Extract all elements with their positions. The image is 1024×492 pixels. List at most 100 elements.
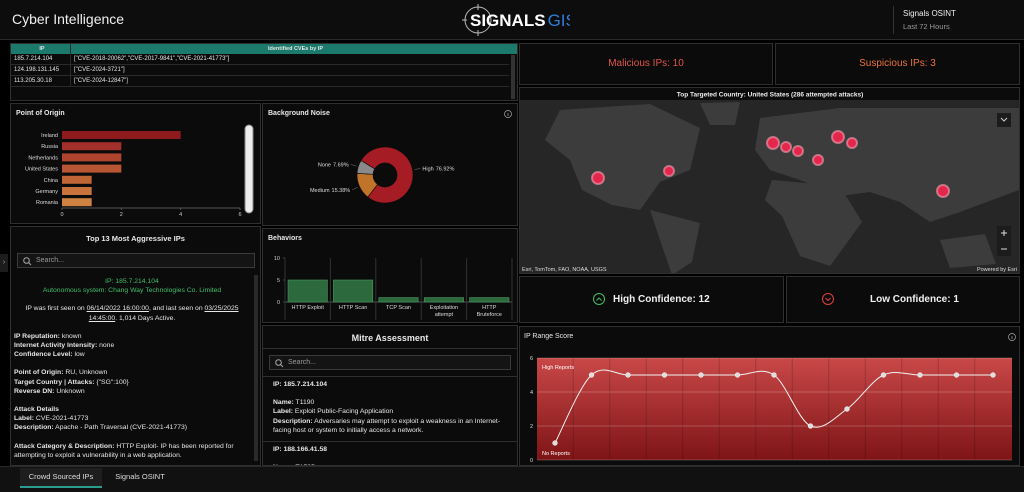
field-value: none xyxy=(99,342,115,350)
asn: Autonomous system: Chang Way Technologie… xyxy=(42,287,222,295)
logo: SIGNALSGIS xyxy=(462,4,570,36)
field-label: Reverse DN: xyxy=(14,387,55,395)
stat: Low Confidence: 1 xyxy=(870,294,959,305)
field-label: Confidence Level: xyxy=(14,351,73,359)
field-label: Description: xyxy=(14,424,54,432)
field-label: Target Country | Attacks: xyxy=(14,378,95,386)
tab[interactable]: Crowd Sourced IPs xyxy=(20,468,102,488)
field-value: HTTP Exploit- IP has been reported for a… xyxy=(14,442,234,459)
field: Name: T1595 xyxy=(273,463,507,465)
seen-part: , and last seen on xyxy=(148,305,205,313)
table-row: 124.198.131.145 ["CVE-2024-3721"] xyxy=(11,65,509,76)
suspicious-card: Suspicious IPs: 3 xyxy=(775,43,1020,85)
seen-part: 03/25/2025 14:45:00 xyxy=(88,305,239,322)
divider xyxy=(263,348,517,349)
ip: IP: 185.7.214.104 xyxy=(105,278,159,285)
field-label: Name: xyxy=(273,399,294,407)
mitre-panel: Mitre Assessment Search... xyxy=(262,325,518,466)
low-confidence-card: Low Confidence: 1 xyxy=(786,276,1020,323)
logo-word: SIGNALS xyxy=(470,11,546,30)
attack-details: Attack Details Label: CVE-2021-41773 Descr… xyxy=(14,405,250,433)
table-cell: ["CVE-2024-3721"] xyxy=(74,67,125,73)
scrollbar xyxy=(511,55,515,99)
category-label: HTTP Scan xyxy=(338,305,368,311)
field: Confidence Level: low xyxy=(14,350,250,359)
mitre-ip: IP: 188.166.41.58 xyxy=(273,446,328,454)
field: Internet Activity Intensity: none xyxy=(14,341,250,350)
table-cell: ["CVE-2024-12847"] xyxy=(74,78,128,84)
tab[interactable]: Signals OSINT xyxy=(115,472,165,481)
placeholder: Search... xyxy=(36,257,65,264)
tab-bar xyxy=(0,466,1024,492)
noise-panel: Background Noise xyxy=(262,103,518,226)
table-row: 185.7.214.104 ["CVE-2018-20062","CVE-2017… xyxy=(11,54,509,65)
category-label: TCP Scan xyxy=(386,305,411,311)
field: Attack Category & Description: HTTP Expl… xyxy=(14,442,250,460)
field-value: Adversaries may attempt to exploit a wea… xyxy=(273,417,501,434)
field: Target Country | Attacks: {"SG":100} xyxy=(14,378,250,387)
search-input[interactable]: Search... xyxy=(269,355,511,370)
stat: Suspicious IPs: 3 xyxy=(859,58,936,69)
attack-category: Attack Category & Description: HTTP Expl… xyxy=(14,442,250,460)
field-value: {"SG":100} xyxy=(96,378,129,386)
panel-title: Point of Origin xyxy=(16,110,65,117)
field-label: Label: xyxy=(14,415,35,423)
field-value: Unknown xyxy=(56,387,85,395)
field-label: Attack Category & Description: xyxy=(14,442,115,450)
panel-title: IP Range Score xyxy=(524,333,574,340)
behaviors-panel: Behaviors xyxy=(262,228,518,323)
ip-details: IP: 185.7.214.104 Autonomous system: Chan… xyxy=(14,277,250,464)
table-row: 113.205.30.18 ["CVE-2024-12847"] xyxy=(11,76,509,87)
mitre-entry: IP: 185.7.214.104 Name: T1190 Label: Explo… xyxy=(263,376,517,441)
column-header: Identified CVEs by IP xyxy=(267,46,323,52)
mitre-list: IP: 185.7.214.104 Name: T1190 Label: Explo… xyxy=(263,376,517,465)
field-value: T1595 xyxy=(296,464,315,465)
logo-text: SIGNALSGIS xyxy=(470,11,570,30)
field-value: known xyxy=(61,332,82,340)
field-group: Point of Origin: RU, Unknown Target Count… xyxy=(14,368,250,396)
field-value: T1190 xyxy=(295,399,315,407)
field-value: RU, Unknown xyxy=(65,369,108,377)
table-cell: ["CVE-2018-20062","CVE-2017-9841","CVE-2… xyxy=(74,56,230,62)
field-label: Label: xyxy=(273,408,294,416)
field: Description: Adversaries may attempt to … xyxy=(273,417,507,435)
field-value: CVE-2021-41773 xyxy=(35,415,89,423)
search-icon xyxy=(275,359,284,368)
table-cell: 124.198.131.145 xyxy=(11,65,71,75)
field: Reverse DN: Unknown xyxy=(14,387,250,396)
heading: Attack Details xyxy=(14,406,59,414)
source: Signals OSINT xyxy=(903,9,956,18)
column-header: IP xyxy=(11,44,71,54)
period: Last 72 Hours xyxy=(903,22,950,31)
field: Label: CVE-2021-41773 xyxy=(14,414,250,423)
search-icon xyxy=(23,257,32,266)
stat: High Confidence: 12 xyxy=(613,294,710,305)
panel-title: Top 13 Most Aggressive IPs xyxy=(86,234,185,243)
field-label: IP Reputation: xyxy=(14,332,60,340)
field-label: Name: xyxy=(273,464,294,465)
field-label: Internet Activity Intensity: xyxy=(14,342,98,350)
scrollbar xyxy=(254,275,258,461)
field: Description: Apache - Path Traversal (CV… xyxy=(14,423,250,432)
app-title: Cyber Intelligence xyxy=(12,11,125,27)
high-confidence-card: High Confidence: 12 xyxy=(519,276,784,323)
aggressive-panel: Top 13 Most Aggressive IPs Search... xyxy=(10,226,261,466)
side-toggle[interactable]: › xyxy=(0,254,8,272)
field-value: low xyxy=(74,351,85,359)
malicious-card: Malicious IPs: 10 xyxy=(519,43,773,85)
logo-suffix: GIS xyxy=(548,11,570,30)
panel-title: Behaviors xyxy=(268,235,302,242)
category-label: HTTP Exploit xyxy=(291,305,324,311)
range-panel: IP Range Score xyxy=(519,326,1020,466)
field: Label: Exploit Public-Facing Application xyxy=(273,407,507,416)
stat: Malicious IPs: 10 xyxy=(608,58,684,69)
cve-table: IP Identified CVEs by IP 185.7.214.104 ["CV… xyxy=(10,43,518,101)
search-input[interactable]: Search... xyxy=(17,253,255,268)
map-panel xyxy=(519,87,1020,274)
origin-panel: Point of Origin xyxy=(10,103,261,224)
divider xyxy=(893,6,894,34)
field-label: Description: xyxy=(273,417,313,425)
field-group: IP Reputation: known Internet Activity In… xyxy=(14,332,250,360)
placeholder: Search... xyxy=(288,359,317,366)
mitre-ip: IP: 185.7.214.104 xyxy=(273,381,328,388)
